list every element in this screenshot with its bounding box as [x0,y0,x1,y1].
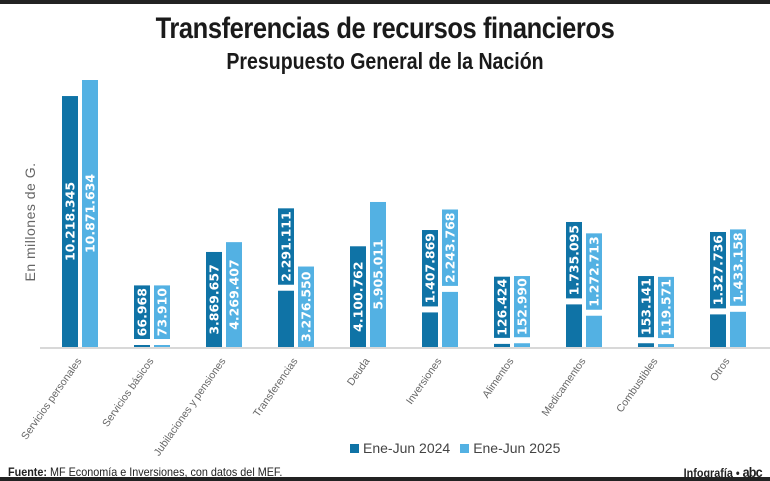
data-label-box [154,285,170,339]
data-label: 10.218.345 [63,182,78,261]
category-label: Servicios básicos [100,356,156,429]
bar [710,314,726,347]
data-label: 152.990 [515,278,530,335]
data-label-box [422,230,438,307]
data-label: 5.905.011 [371,239,386,309]
bar [226,242,242,347]
bar [566,304,582,347]
data-label: 1.327.736 [711,235,726,306]
data-label-box [566,221,582,299]
category-label: Transferencias [251,356,300,419]
bar [62,96,78,347]
data-label: 3.276.550 [299,271,314,342]
category-label: Otros [708,356,733,384]
source-note: Fuente: MF Economía e Inversiones, con d… [8,465,283,479]
data-label-box [494,276,510,338]
data-label: 153.141 [639,278,654,335]
credit: Infografía • abc [683,464,763,480]
data-label: 126.424 [495,279,510,336]
chart-title: Transferencias de recursos financieros [155,12,615,45]
bar [586,315,602,347]
category-label: Medicamentos [539,356,588,419]
data-label: 2.243.768 [443,212,458,282]
bar [278,290,294,347]
legend-item-2025: Ene-Jun 2025 [460,440,560,456]
data-label-box [658,276,674,339]
bar [638,343,654,347]
chart-subtitle: Presupuesto General de la Nación [226,48,544,74]
data-label: 4.100.762 [351,261,366,331]
category-label: Servicios personales [19,356,84,442]
category-label: Alimentos [480,356,516,401]
data-label: 1.272.713 [587,236,602,306]
bar [154,345,170,347]
data-label: 1.735.095 [567,225,582,295]
data-label-box [638,276,654,338]
bar [206,251,222,347]
category-label: Jubilaciones y pensiones [152,356,229,459]
data-label-box [710,231,726,309]
legend-item-2024: Ene-Jun 2024 [350,440,450,456]
bar [442,291,458,347]
bar [422,312,438,347]
data-label-box [278,208,294,285]
data-label-box [730,229,746,306]
bar [298,266,314,347]
bar [730,311,746,347]
category-label: Deuda [345,356,373,388]
bottom-rule [0,477,770,481]
bar [134,345,150,347]
bar [350,246,366,347]
category-label: Combustibles [614,356,660,415]
bar [370,201,386,347]
bar [494,343,510,347]
data-label-box [442,209,458,286]
data-label-box [134,285,150,339]
data-label: 73.910 [155,288,170,337]
data-label: 3.869.657 [207,264,222,334]
bar [82,80,98,347]
bar [514,343,530,347]
data-label-box [586,233,602,310]
bar [658,344,674,347]
legend: Ene-Jun 2024 Ene-Jun 2025 [350,440,560,456]
data-label: 2.291.111 [279,211,294,281]
data-label: 1.433.158 [731,232,746,302]
abc-logo: abc [742,464,763,480]
data-label: 10.871.634 [83,174,98,253]
category-label: Inversiones [404,356,445,407]
plot-area: 10.218.345 10.871.634 Servicios personales… [19,80,770,459]
data-label: 4.269.407 [227,259,242,329]
data-label: 119.571 [659,279,674,336]
data-label: 66.968 [135,288,150,336]
data-label: 1.407.869 [423,233,438,303]
data-label-box [514,276,530,338]
